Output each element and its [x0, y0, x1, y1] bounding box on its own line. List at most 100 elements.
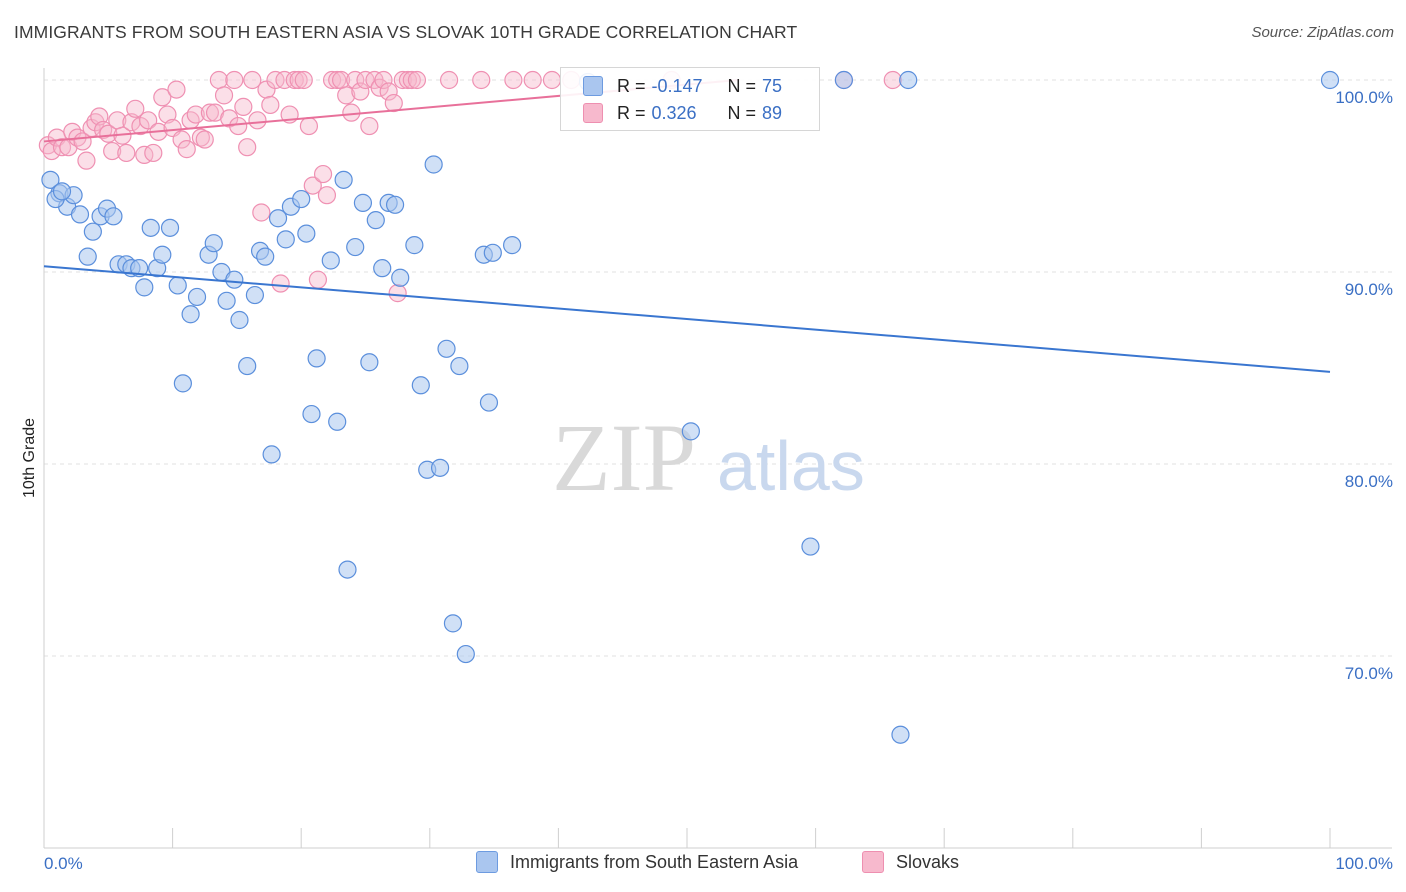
point-slovaks	[214, 86, 234, 105]
point-immigrants-sea	[437, 339, 456, 358]
point-slovaks	[294, 70, 313, 90]
point-immigrants-sea	[424, 155, 443, 174]
x-tick-label: 0.0%	[44, 854, 83, 873]
point-immigrants-sea	[1320, 70, 1340, 90]
y-tick-label: 80.0%	[1345, 472, 1393, 491]
point-slovaks	[238, 138, 257, 157]
point-immigrants-sea	[83, 222, 102, 241]
point-slovaks	[407, 70, 427, 90]
point-immigrants-sea	[302, 404, 321, 424]
watermark-zip: ZIP	[552, 404, 696, 511]
legend-label-series2: Slovaks	[896, 851, 960, 872]
point-immigrants-sea	[479, 393, 499, 412]
point-immigrants-sea	[297, 224, 316, 243]
point-slovaks	[90, 107, 109, 126]
point-immigrants-sea	[899, 70, 918, 90]
point-slovaks	[384, 93, 403, 113]
point-slovaks	[195, 130, 214, 149]
point-immigrants-sea	[346, 237, 365, 257]
point-immigrants-sea	[41, 170, 60, 189]
trend-line-immigrants-sea	[43, 265, 1331, 373]
point-slovaks	[289, 70, 308, 90]
point-slovaks	[374, 70, 393, 90]
point-slovaks	[139, 111, 158, 130]
legend-r-label: R =	[617, 102, 646, 123]
point-immigrants-sea	[483, 243, 502, 262]
point-immigrants-sea	[834, 70, 853, 90]
point-immigrants-sea	[160, 218, 180, 237]
y-tick-label: 70.0%	[1345, 664, 1393, 683]
point-slovaks	[388, 284, 407, 303]
point-immigrants-sea	[411, 376, 430, 395]
y-tick-labels: 100.0% 90.0% 80.0% 70.0%	[1335, 88, 1393, 683]
point-slovaks	[523, 70, 542, 90]
point-immigrants-sea	[181, 305, 200, 324]
stats-legend: R = -0.147 N = 75 R = 0.326 N = 89	[560, 67, 820, 131]
axes	[43, 68, 1392, 849]
point-immigrants-sea	[153, 245, 172, 264]
y-axis-title: 10th Grade	[21, 418, 38, 498]
point-immigrants-sea	[268, 209, 288, 228]
legend-r-label: R =	[617, 75, 646, 96]
chart-source: Source: ZipAtlas.com	[1251, 24, 1394, 41]
point-immigrants-sea	[360, 353, 379, 372]
point-slovaks	[167, 80, 186, 99]
point-slovaks	[402, 70, 421, 90]
point-slovaks	[337, 86, 356, 105]
point-slovaks	[342, 103, 361, 122]
point-immigrants-sea	[801, 537, 820, 556]
point-immigrants-sea	[456, 644, 475, 664]
point-slovaks	[351, 82, 370, 101]
point-slovaks	[271, 274, 290, 293]
point-slovaks	[209, 70, 228, 90]
point-slovaks	[117, 143, 136, 163]
point-immigrants-sea	[204, 234, 223, 253]
point-immigrants-sea	[173, 374, 192, 393]
point-immigrants-sea	[391, 268, 410, 287]
point-slovaks	[379, 82, 398, 101]
point-immigrants-sea	[256, 247, 275, 266]
legend-item-series1[interactable]: Immigrants from South Eastern Asia	[476, 851, 798, 873]
watermark: ZIP atlas	[552, 404, 865, 511]
legend-n-label: N =	[727, 102, 757, 123]
legend-item-series2[interactable]: Slovaks	[862, 851, 959, 873]
legend-swatch-blue	[476, 851, 498, 873]
point-slovaks	[77, 151, 96, 170]
point-immigrants-sea	[245, 285, 265, 305]
point-immigrants-sea	[187, 287, 207, 307]
legend-n-label: N =	[727, 75, 757, 96]
point-slovaks	[172, 130, 191, 149]
point-slovaks	[99, 124, 118, 143]
point-slovaks	[252, 203, 271, 222]
point-immigrants-sea	[168, 276, 187, 295]
point-slovaks	[186, 105, 205, 124]
point-slovaks	[200, 103, 219, 122]
point-immigrants-sea	[430, 458, 450, 477]
point-slovaks	[303, 176, 322, 195]
legend-row-series1: R = -0.147 N = 75	[583, 74, 782, 98]
point-slovaks	[158, 105, 177, 124]
point-slovaks	[542, 70, 562, 90]
legend-r-value: 0.326	[651, 102, 697, 123]
point-immigrants-sea	[405, 236, 424, 255]
series-legend: Immigrants from South Eastern Asia Slova…	[0, 851, 1406, 877]
point-slovaks	[243, 70, 262, 90]
legend-swatch-pink	[862, 851, 884, 873]
point-slovaks	[135, 145, 154, 164]
point-slovaks	[299, 116, 319, 136]
point-slovaks	[317, 186, 337, 205]
point-immigrants-sea	[230, 310, 249, 330]
y-tick-label: 100.0%	[1335, 88, 1393, 107]
point-slovaks	[248, 111, 267, 130]
point-immigrants-sea	[78, 247, 97, 266]
point-immigrants-sea	[52, 182, 72, 201]
legend-row-series2: R = 0.326 N = 89	[583, 101, 782, 125]
point-slovaks	[275, 70, 294, 90]
point-immigrants-sea	[262, 445, 281, 464]
point-immigrants-sea	[450, 356, 469, 376]
point-immigrants-sea	[385, 195, 405, 214]
point-immigrants-sea	[366, 211, 385, 230]
point-immigrants-sea	[130, 259, 149, 278]
watermark-atlas: atlas	[717, 427, 865, 505]
